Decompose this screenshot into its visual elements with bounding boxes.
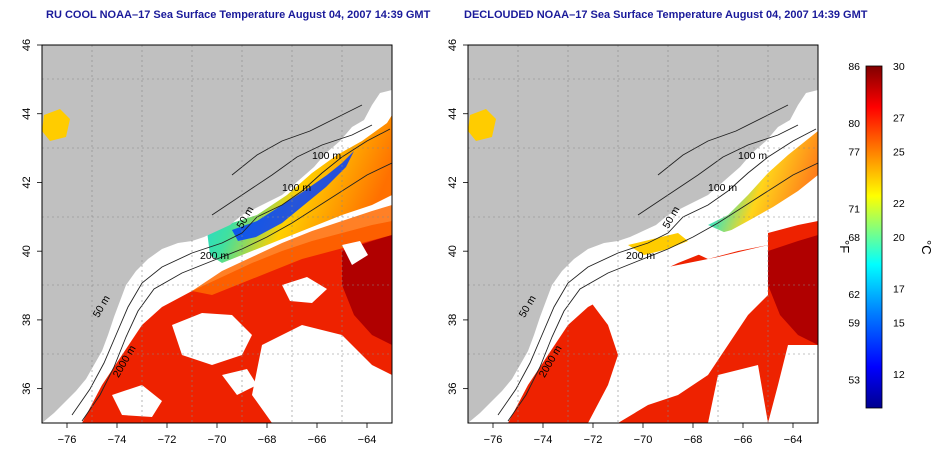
contour-label-200m: 200 m xyxy=(626,250,655,262)
colorbar-gradient xyxy=(865,65,883,409)
lon-tick-label: −68 xyxy=(684,434,703,446)
lon-tick-label: −68 xyxy=(258,434,277,446)
map-panel-left: 100 m 100 m 50 m 200 m 50 m 2000 m xyxy=(41,44,393,424)
colorbar-ticks: 86 80 77 71 68 62 59 53 30 27 25 22 20 17 15 12 xyxy=(848,61,905,387)
sst-bay-patch xyxy=(42,109,70,141)
lon-tick-label: −70 xyxy=(634,434,653,446)
axes-left: −76 −74 −72 −70 −68 −66 −64 36 38 40 42 44 46 xyxy=(21,39,376,446)
map-panel-right: 100 m 100 m 50 m 200 m 50 m 2000 m xyxy=(467,44,819,424)
land-north-extension xyxy=(668,45,818,145)
colorbar-celsius-label: 25 xyxy=(893,147,905,159)
lat-tick-label: 38 xyxy=(21,314,33,326)
lon-tick-label: −70 xyxy=(208,434,227,446)
lat-tick-label: 46 xyxy=(21,39,33,51)
map-grid xyxy=(42,45,392,423)
contour-label-200m: 200 m xyxy=(200,250,229,262)
colorbar-fahrenheit-label: 80 xyxy=(848,118,860,130)
colorbar-celsius-label: 20 xyxy=(893,232,905,244)
sst-shelf-cool xyxy=(708,131,818,233)
colorbar-celsius-label: 12 xyxy=(893,369,905,381)
lat-tick-label: 40 xyxy=(447,245,459,257)
colorbar-celsius-label: 27 xyxy=(893,112,905,124)
lon-tick-label: −72 xyxy=(158,434,177,446)
bathymetry-contours xyxy=(497,104,818,422)
lon-tick-label: −64 xyxy=(784,434,803,446)
lat-tick-label: 40 xyxy=(21,245,33,257)
colorbar-fahrenheit-label: 68 xyxy=(848,232,860,244)
contour-label-100m-a: 100 m xyxy=(738,150,767,162)
colorbar-celsius-label: 30 xyxy=(893,61,905,73)
panel-title-left: RU COOL NOAA–17 Sea Surface Temperature … xyxy=(46,9,431,21)
colorbar-fahrenheit-label: 71 xyxy=(848,204,860,216)
contour-label-100m-b: 100 m xyxy=(282,182,311,194)
panel-title-right: DECLOUDED NOAA–17 Sea Surface Temperatur… xyxy=(464,9,868,21)
lon-tick-label: −76 xyxy=(484,434,503,446)
colorbar-fahrenheit-label: 53 xyxy=(848,375,860,387)
colorbar-celsius-label: 15 xyxy=(893,318,905,330)
colorbar-fahrenheit-label: 59 xyxy=(848,318,860,330)
lon-tick-label: −66 xyxy=(308,434,327,446)
lon-tick-label: −74 xyxy=(108,434,127,446)
lat-tick-label: 36 xyxy=(447,383,459,395)
lat-tick-label: 42 xyxy=(21,176,33,188)
lat-tick-label: 46 xyxy=(447,39,459,51)
lon-tick-label: −76 xyxy=(58,434,77,446)
colorbar-fahrenheit-label: 62 xyxy=(848,289,860,301)
lon-tick-label: −72 xyxy=(584,434,603,446)
sst-cold-patch xyxy=(232,151,354,241)
colorbar-fahrenheit-label: 86 xyxy=(848,61,860,73)
colorbar-celsius-label: 22 xyxy=(893,198,905,210)
lat-tick-label: 36 xyxy=(21,383,33,395)
land-north-extension xyxy=(242,45,392,145)
sst-front-yellow xyxy=(628,233,688,255)
colorbar-unit-fahrenheit: °F xyxy=(837,240,852,253)
colorbar: 86 80 77 71 68 62 59 53 30 27 25 22 20 17 15 12 °F °C xyxy=(837,61,934,409)
contour-label-100m-a: 100 m xyxy=(312,150,341,162)
colorbar-unit-celsius: °C xyxy=(919,240,934,255)
sst-hot-core xyxy=(768,235,818,345)
axes-right: −76 −74 −72 −70 −68 −66 −64 36 38 40 42 44 46 xyxy=(447,39,802,446)
bathymetry-contours xyxy=(71,104,392,422)
sst-bay-patch xyxy=(468,109,496,141)
lon-tick-label: −64 xyxy=(358,434,377,446)
lon-tick-label: −74 xyxy=(534,434,553,446)
lon-tick-label: −66 xyxy=(734,434,753,446)
map-grid xyxy=(468,45,818,423)
contour-label-100m-b: 100 m xyxy=(708,182,737,194)
colorbar-fahrenheit-label: 77 xyxy=(848,147,860,159)
lat-tick-label: 42 xyxy=(447,176,459,188)
colorbar-celsius-label: 17 xyxy=(893,283,905,295)
cleared-areas xyxy=(578,223,818,423)
lat-tick-label: 44 xyxy=(447,108,459,120)
lat-tick-label: 44 xyxy=(21,108,33,120)
lat-tick-label: 38 xyxy=(447,314,459,326)
